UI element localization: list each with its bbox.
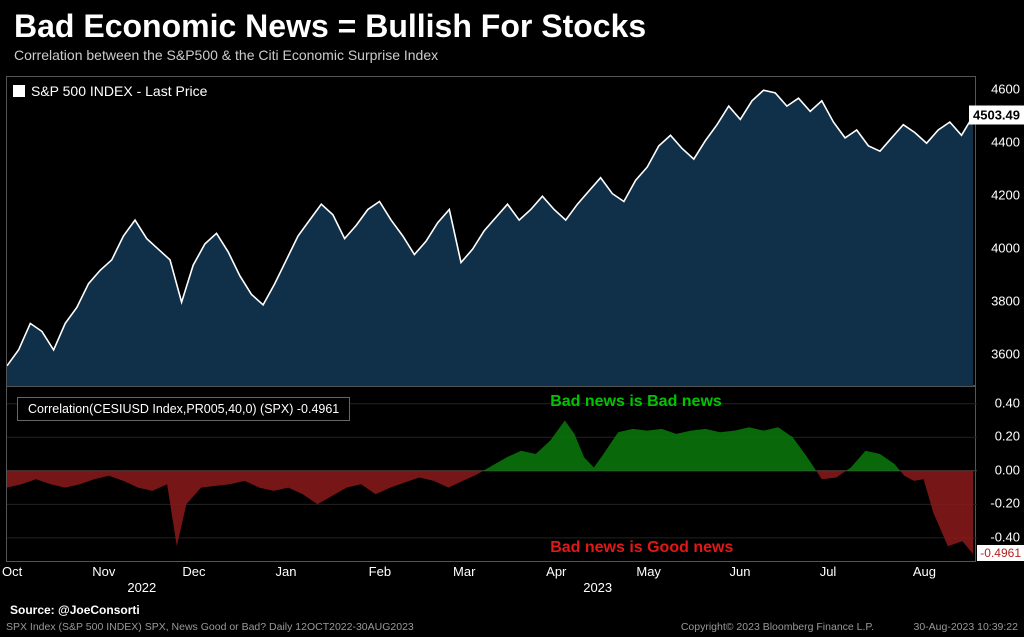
y-tick-label: 3600 (991, 347, 1020, 362)
x-month-label: Dec (182, 564, 205, 579)
x-month-label: Apr (546, 564, 566, 579)
x-month-label: Feb (369, 564, 391, 579)
x-year-label: 2022 (127, 580, 156, 595)
last-price-tag: 4503.49 (969, 105, 1024, 124)
x-year-label: 2023 (583, 580, 612, 595)
chart-subtitle: Correlation between the S&P500 & the Cit… (0, 47, 1024, 69)
y-tick-label: 4600 (991, 82, 1020, 97)
y-tick-label: 4200 (991, 188, 1020, 203)
correlation-legend: Correlation(CESIUSD Index,PR005,40,0) (S… (17, 397, 350, 421)
x-month-label: Jun (730, 564, 751, 579)
y-tick-label: 0.00 (995, 462, 1020, 477)
footer-copyright: Copyright© 2023 Bloomberg Finance L.P. (681, 621, 874, 633)
y-tick-label: 4000 (991, 241, 1020, 256)
x-month-label: Oct (2, 564, 22, 579)
chart-title: Bad Economic News = Bullish For Stocks (0, 0, 1024, 47)
x-axis: OctNovDecJanFebMarAprMayJunJulAug2022202… (6, 562, 976, 598)
correlation-panel: Correlation(CESIUSD Index,PR005,40,0) (S… (6, 386, 976, 562)
price-chart-svg (7, 77, 977, 387)
x-month-label: Nov (92, 564, 115, 579)
series-legend: S&P 500 INDEX - Last Price (13, 83, 207, 99)
x-month-label: Mar (453, 564, 475, 579)
y-tick-label: 3800 (991, 294, 1020, 309)
series-legend-text: S&P 500 INDEX - Last Price (31, 83, 207, 99)
footer-timestamp: 30-Aug-2023 10:39:22 (913, 621, 1018, 633)
last-corr-tag: -0.4961 (977, 545, 1024, 561)
y-tick-label: 0.40 (995, 395, 1020, 410)
y-tick-label: 4400 (991, 135, 1020, 150)
footer-source: Source: @JoeConsorti (10, 603, 140, 617)
annotation-bad-is-good: Bad news is Good news (550, 539, 733, 557)
y-tick-label: -0.20 (990, 496, 1020, 511)
x-month-label: Aug (913, 564, 936, 579)
annotation-bad-is-bad: Bad news is Bad news (550, 393, 722, 411)
y-tick-label: -0.40 (990, 529, 1020, 544)
legend-swatch (13, 85, 25, 97)
y-tick-label: 0.20 (995, 429, 1020, 444)
x-month-label: Jan (276, 564, 297, 579)
bottom-y-axis: -0.40 -0.20 0.00 0.20 0.40 (976, 386, 1024, 562)
terminal-screenshot: Bad Economic News = Bullish For Stocks C… (0, 0, 1024, 637)
top-price-panel: S&P 500 INDEX - Last Price (6, 76, 976, 386)
footer-query: SPX Index (S&P 500 INDEX) SPX, News Good… (6, 621, 414, 633)
x-month-label: May (636, 564, 661, 579)
x-month-label: Jul (820, 564, 837, 579)
